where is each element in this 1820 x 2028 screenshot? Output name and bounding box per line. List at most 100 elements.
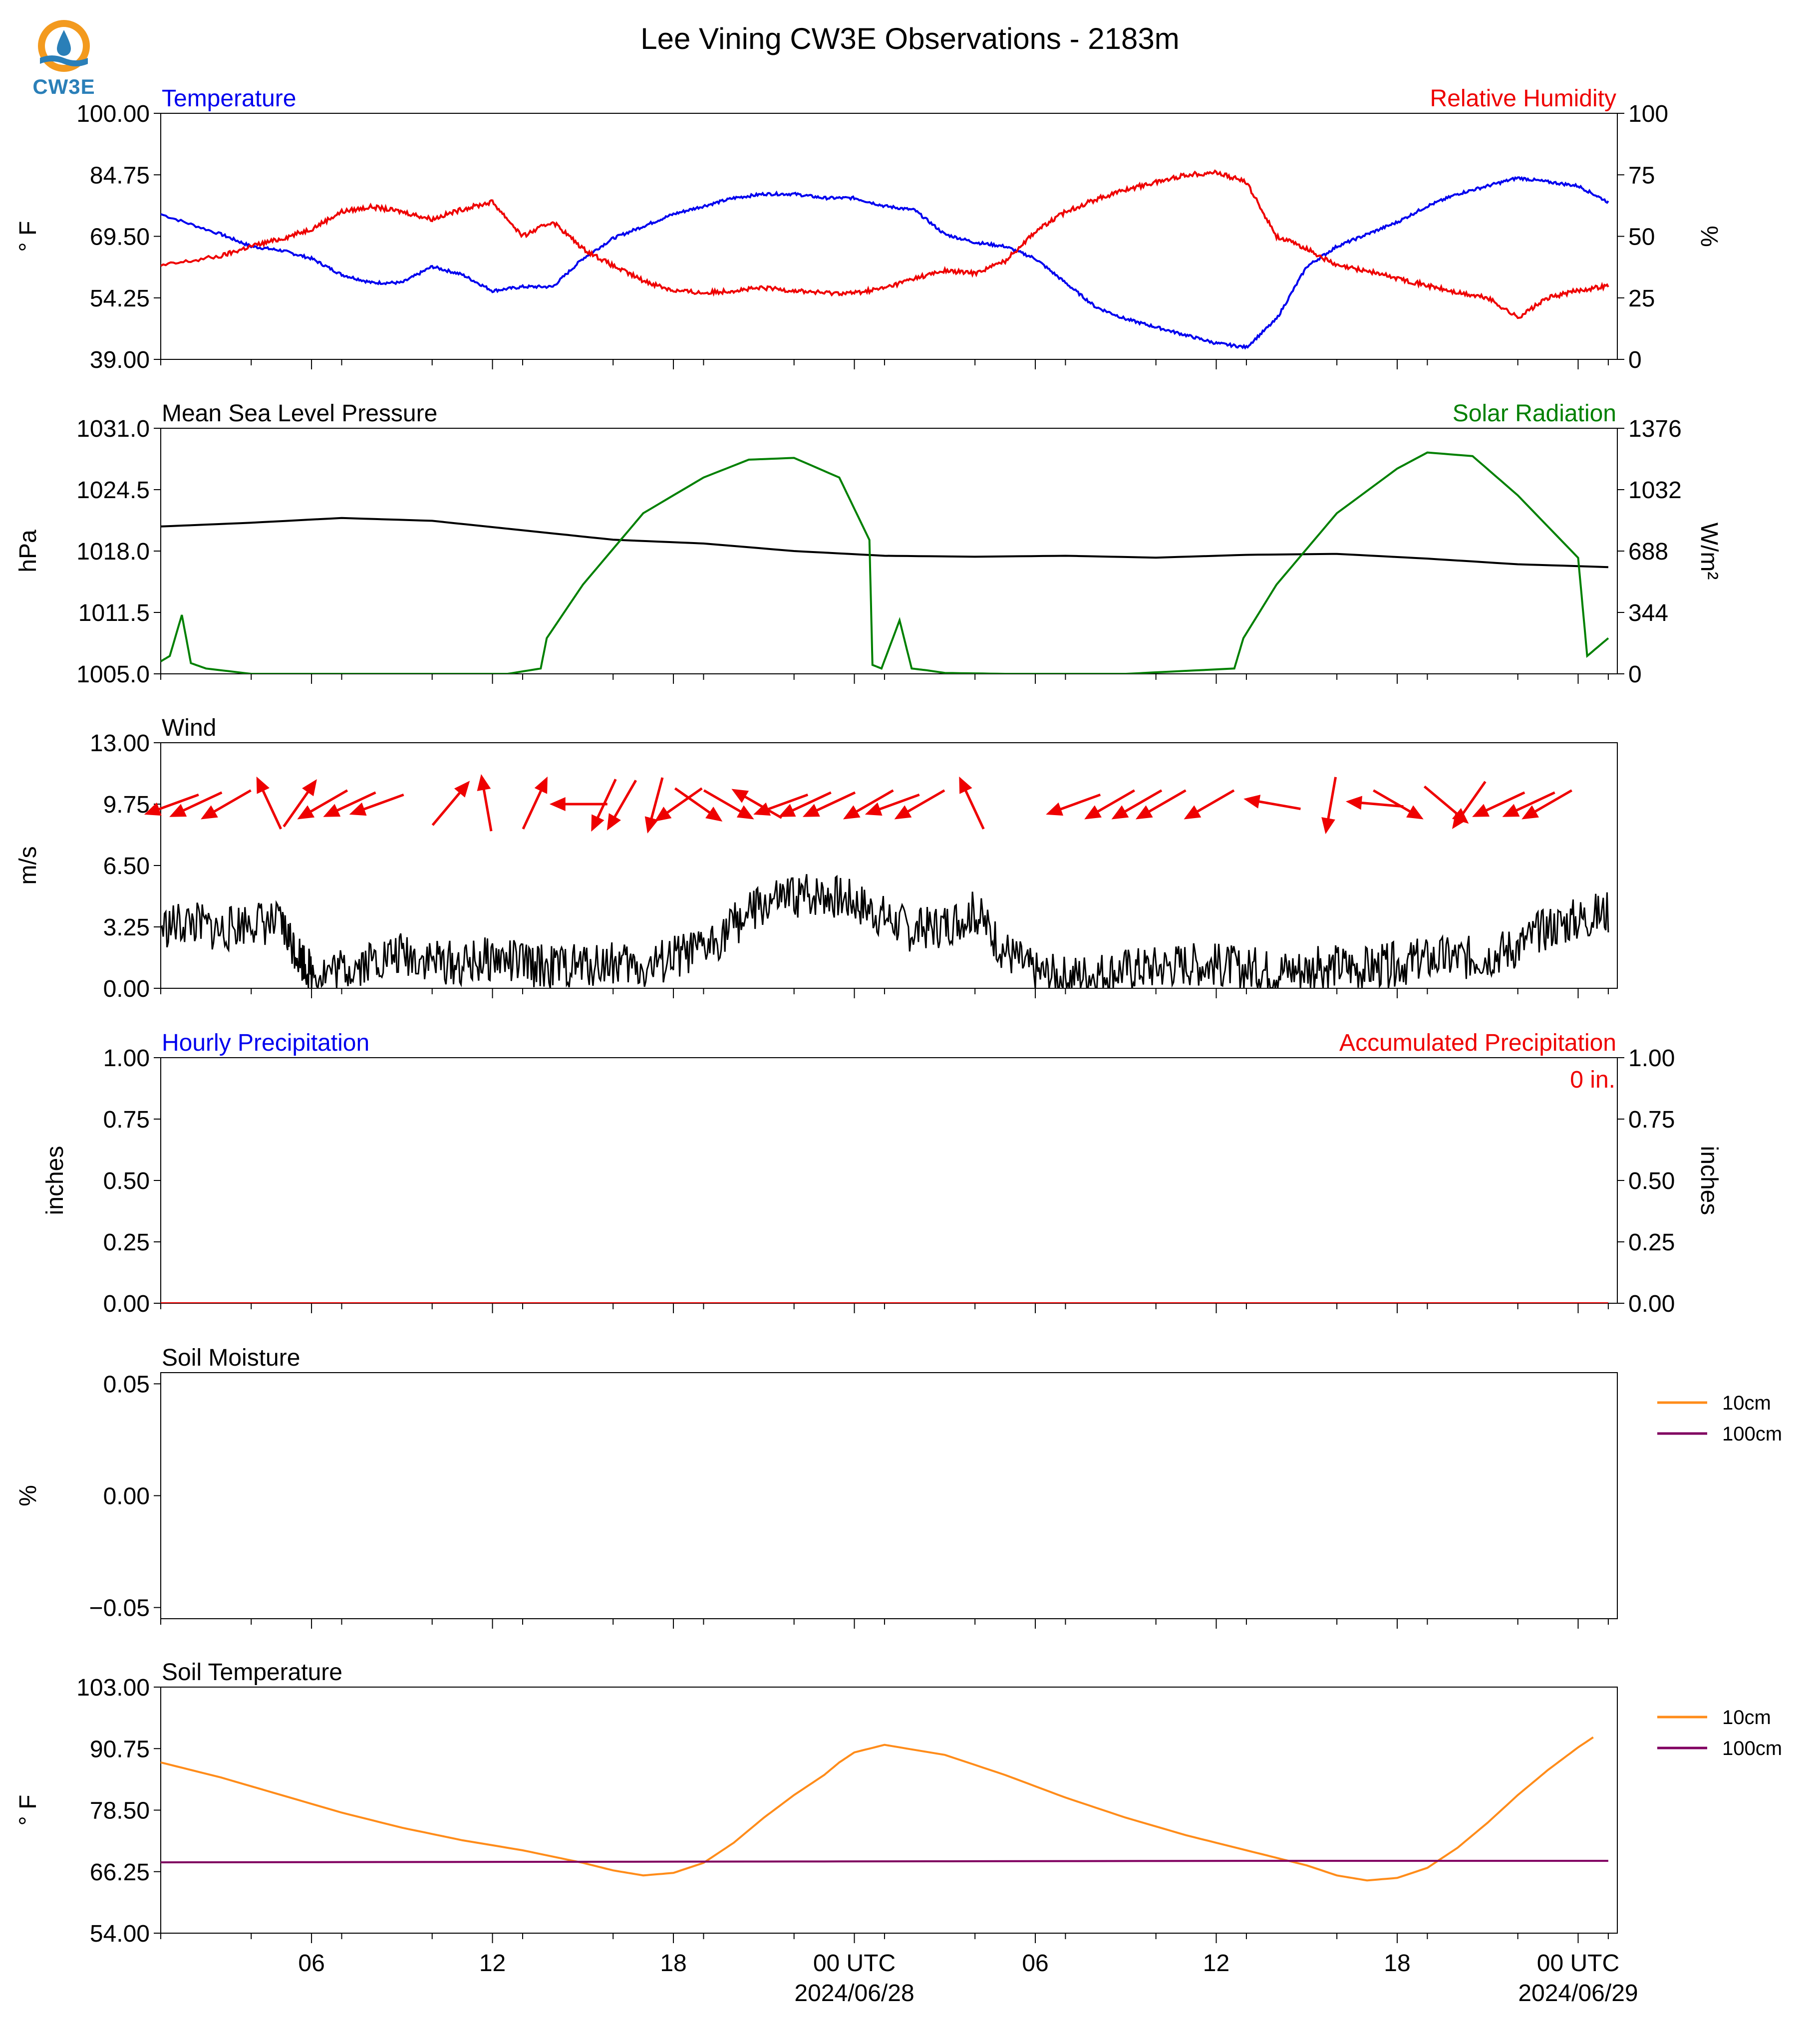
accumulated-total-label: 0 in. [1570, 1067, 1615, 1093]
wind-arrow [256, 776, 283, 830]
wind-arrow-head [1084, 805, 1102, 820]
y-tick-label-right: 0.25 [1628, 1229, 1675, 1256]
series-line-mean-sea-level-pressure [161, 517, 1608, 569]
wind-arrow [201, 789, 252, 820]
panel-6: 54.00 66.25 78.50 90.75 103.00 Soil Temperatu… [15, 1659, 1782, 1947]
wind-arrow [894, 789, 945, 820]
series-line-100cm [161, 1860, 1608, 1864]
y-tick-label-right: 25 [1628, 286, 1655, 312]
panel-3: 0.00 3.25 6.50 9.75 13.00 Wind m/s [15, 715, 1618, 1002]
wind-arrow [1321, 777, 1337, 835]
wind-arrow [802, 791, 856, 817]
y-tick-label-left: 3.25 [103, 914, 150, 941]
y-tick-label-left: 1031.0 [76, 416, 150, 442]
wind-arrow [1046, 793, 1101, 816]
wind-arrow-head [705, 807, 723, 822]
wind-arrow-head [549, 797, 566, 811]
wind-arrow [591, 779, 617, 832]
y-tick-label-right: 1376 [1628, 416, 1682, 442]
wind-arrow [1111, 789, 1163, 820]
y-tick-label-right: 50 [1628, 224, 1655, 251]
y-axis-label-right: inches [1696, 1146, 1722, 1215]
y-tick-label-left: 1005.0 [76, 661, 150, 688]
y-tick-label-left: 90.75 [90, 1736, 150, 1762]
panel-title-left: Mean Sea Level Pressure [162, 400, 437, 427]
panel-frame [160, 113, 1618, 360]
y-tick-label-left: 0.05 [103, 1371, 150, 1398]
legend-label-10cm: 10cm [1722, 1707, 1771, 1729]
y-axis-label-left: ° F [15, 221, 41, 252]
wind-arrow [1135, 789, 1187, 820]
wind-arrow-head [1452, 812, 1467, 829]
y-tick-label-left: 39.00 [90, 347, 150, 373]
wind-arrow-head [802, 804, 820, 817]
y-tick-label-right: 0.75 [1628, 1107, 1675, 1133]
y-axis-label-right: % [1696, 226, 1722, 247]
cw3e-logo: CW3E [29, 16, 99, 103]
panel-4: 0.00 0.25 0.50 0.75 1.00 0.00 0.25 0.50 0.75 1.00… [42, 1030, 1722, 1317]
y-tick-label-right: 75 [1628, 162, 1655, 189]
y-tick-label-left: 1.00 [103, 1045, 150, 1072]
wind-arrow-head [1502, 804, 1520, 817]
y-tick-label-right: 0.00 [1628, 1291, 1675, 1317]
series-line-solar-radiation [161, 451, 1609, 674]
wind-arrow [1472, 791, 1525, 817]
panel-title-left: Wind [162, 715, 216, 741]
wind-arrow-head [731, 789, 749, 803]
wind-arrow-head [201, 805, 218, 820]
x-tick-label: 18 [1384, 1950, 1410, 1977]
x-tick-label: 00 UTC [1537, 1950, 1619, 1977]
wind-arrow [283, 779, 317, 828]
x-tick-label: 06 [298, 1950, 324, 1977]
y-tick-label-left: 0.50 [103, 1168, 150, 1194]
wind-arrow [297, 789, 348, 820]
y-tick-label-left: −0.05 [89, 1595, 150, 1622]
y-tick-label-right: 0 [1628, 347, 1642, 373]
wind-arrow-head [591, 814, 605, 832]
y-tick-label-left: 1018.0 [76, 539, 150, 565]
y-axis-label-left: hPa [15, 530, 41, 573]
wind-arrow-head [959, 776, 972, 794]
wind-arrow-head [169, 804, 187, 817]
wind-arrow [169, 791, 223, 817]
x-tick-label: 00 UTC [813, 1950, 896, 1977]
wind-arrow-head [607, 813, 621, 831]
y-tick-label-left: 0.25 [103, 1229, 150, 1256]
x-tick-label: 18 [660, 1950, 686, 1977]
wind-arrow [323, 791, 376, 817]
wind-arrow-head [349, 802, 367, 816]
wind-arrow-head [534, 776, 548, 794]
panel-frame [160, 1372, 1618, 1619]
wind-arrow [1373, 789, 1424, 820]
wind-arrow [959, 776, 985, 830]
y-tick-label-right: 688 [1628, 539, 1668, 565]
y-tick-label-left: 0.00 [103, 976, 150, 1002]
wind-arrow-head [323, 804, 341, 817]
wind-arrow [843, 789, 894, 820]
wind-arrow [674, 787, 723, 822]
y-axis-label-left: ° F [15, 1795, 41, 1826]
wind-arrow-head [1243, 795, 1261, 809]
wind-arrow [703, 789, 754, 820]
wind-arrow-head [1406, 805, 1424, 820]
y-tick-label-left: 1011.5 [78, 600, 150, 626]
y-tick-label-left: 0.00 [103, 1483, 150, 1510]
panel-frame [160, 428, 1618, 674]
panel-title-left: Hourly Precipitation [162, 1030, 369, 1056]
wind-arrow [1502, 791, 1555, 817]
x-date-label: 2024/06/28 [794, 1980, 914, 2007]
y-tick-label-left: 1024.5 [76, 477, 150, 504]
wind-arrow-head [644, 816, 658, 834]
y-tick-label-right: 1032 [1628, 477, 1682, 504]
x-tick-label: 12 [479, 1950, 506, 1977]
figure-title: Lee Vining CW3E Observations - 2183m [640, 22, 1179, 55]
wind-arrow [644, 777, 664, 834]
wind-arrow [144, 793, 199, 816]
series-line-relative-humidity [161, 169, 1609, 319]
wind-arrow-head [753, 802, 771, 816]
y-axis-label-left: m/s [15, 846, 41, 884]
y-tick-label-left: 13.00 [90, 730, 150, 757]
panel-2: 1005.0 1011.5 1018.0 1024.5 1031.0 0 344 688 103… [15, 400, 1722, 688]
y-axis-label-right: W/m² [1696, 523, 1722, 580]
